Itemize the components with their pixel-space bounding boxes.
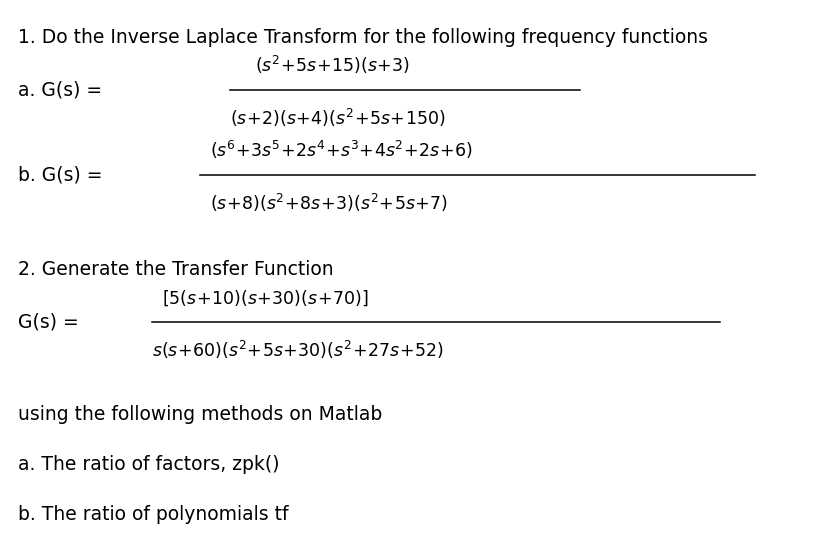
Text: $(s\!+\!2)(s\!+\!4)(s^2\!+\!5s\!+\!150)$: $(s\!+\!2)(s\!+\!4)(s^2\!+\!5s\!+\!150)$ — [230, 107, 446, 129]
Text: 1. Do the Inverse Laplace Transform for the following frequency functions: 1. Do the Inverse Laplace Transform for … — [18, 28, 708, 47]
Text: G(s) =: G(s) = — [18, 313, 79, 332]
Text: $[5(s\!+\!10)(s\!+\!30)(s\!+\!70)]$: $[5(s\!+\!10)(s\!+\!30)(s\!+\!70)]$ — [162, 288, 368, 308]
Text: a. The ratio of factors, zpk(): a. The ratio of factors, zpk() — [18, 455, 280, 474]
Text: b. G(s) =: b. G(s) = — [18, 165, 102, 185]
Text: $(s^2\!+\!5s\!+\!15)(s\!+\!3)$: $(s^2\!+\!5s\!+\!15)(s\!+\!3)$ — [255, 54, 410, 76]
Text: using the following methods on Matlab: using the following methods on Matlab — [18, 405, 382, 424]
Text: 2. Generate the Transfer Function: 2. Generate the Transfer Function — [18, 260, 334, 279]
Text: $(s^6\!+\!3s^5\!+\!2s^4\!+\!s^3\!+\!4s^2\!+\!2s\!+\!6)$: $(s^6\!+\!3s^5\!+\!2s^4\!+\!s^3\!+\!4s^2… — [210, 139, 473, 161]
Text: a. G(s) =: a. G(s) = — [18, 80, 102, 99]
Text: b. The ratio of polynomials tf: b. The ratio of polynomials tf — [18, 505, 288, 524]
Text: $(s\!+\!8)(s^2\!+\!8s\!+\!3)(s^2\!+\!5s\!+\!7)$: $(s\!+\!8)(s^2\!+\!8s\!+\!3)(s^2\!+\!5s\… — [210, 192, 448, 214]
Text: $s(s\!+\!60)(s^2\!+\!5s\!+\!30)(s^2\!+\!27s\!+\!52)$: $s(s\!+\!60)(s^2\!+\!5s\!+\!30)(s^2\!+\!… — [152, 339, 443, 361]
